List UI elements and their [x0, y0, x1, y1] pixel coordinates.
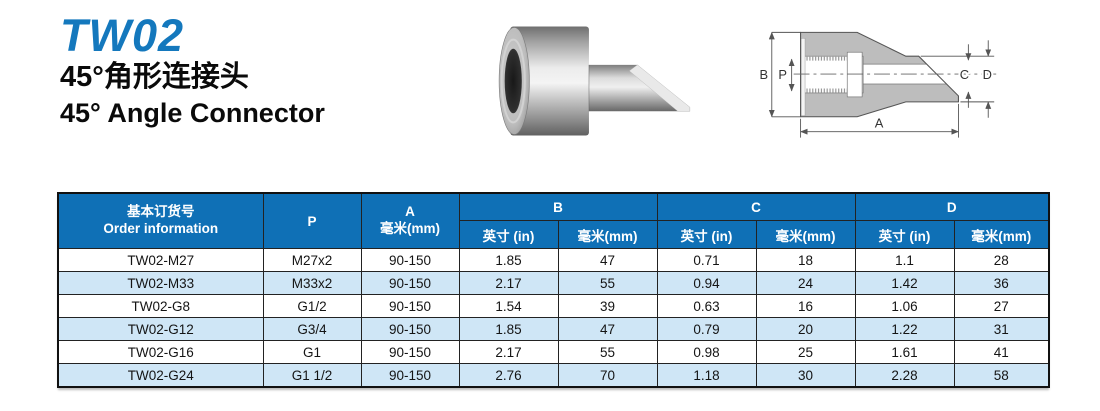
col-header-b: B	[458, 192, 658, 221]
b-mm-cell: 70	[557, 363, 658, 388]
a-letter: A	[405, 204, 415, 220]
p-cell: G1	[262, 340, 362, 364]
subheader-c-mm: 毫米(mm)	[755, 220, 856, 249]
b-in-cell: 2.17	[458, 271, 559, 295]
b-mm-cell: 39	[557, 294, 658, 318]
subheader-d-inch: 英寸 (in)	[854, 220, 955, 249]
table-row: TW02-G12 G3/4 90-150 1.85 47 0.79 20 1.2…	[57, 317, 1050, 341]
d-mm-cell: 27	[953, 294, 1050, 318]
title-chinese: 45°角形连接头	[60, 61, 249, 94]
col-header-order-information: 基本订货号 Order information	[57, 192, 264, 249]
p-cell: G3/4	[262, 317, 362, 341]
section-view	[793, 31, 997, 118]
dimension-lines	[768, 31, 995, 138]
title-english: 45° Angle Connector	[60, 98, 325, 129]
order-code-cell: TW02-M27	[57, 248, 264, 272]
order-code-cell: TW02-G24	[57, 363, 264, 388]
col-header-d: D	[854, 192, 1050, 221]
b-in-cell: 2.76	[458, 363, 559, 388]
c-in-cell: 0.94	[656, 271, 757, 295]
b-mm-cell: 55	[557, 271, 658, 295]
a-cell: 90-150	[360, 340, 460, 364]
p-cell: G1/2	[262, 294, 362, 318]
d-mm-cell: 58	[953, 363, 1050, 388]
dimension-labels: B P A C D	[758, 65, 994, 133]
d-mm-cell: 28	[953, 248, 1050, 272]
order-code-cell: TW02-G8	[57, 294, 264, 318]
b-in-cell: 2.17	[458, 340, 559, 364]
order-code-cell: TW02-M33	[57, 271, 264, 295]
p-cell: G1 1/2	[262, 363, 362, 388]
d-in-cell: 1.1	[854, 248, 955, 272]
c-in-cell: 0.98	[656, 340, 757, 364]
b-in-cell: 1.85	[458, 317, 559, 341]
a-unit: 毫米(mm)	[380, 221, 440, 236]
d-in-cell: 2.28	[854, 363, 955, 388]
order-info-cn: 基本订货号	[127, 204, 195, 220]
d-in-cell: 1.22	[854, 317, 955, 341]
spec-table-header: 基本订货号 Order information P A 毫米(mm) B C D…	[57, 192, 1050, 249]
spec-table-body: TW02-M27 M27x2 90-150 1.85 47 0.71 18 1.…	[57, 248, 1050, 388]
c-mm-cell: 20	[755, 317, 856, 341]
p-cell: M27x2	[262, 248, 362, 272]
d-mm-cell: 36	[953, 271, 1050, 295]
c-mm-cell: 24	[755, 271, 856, 295]
col-header-p: P	[262, 192, 362, 249]
d-mm-cell: 41	[953, 340, 1050, 364]
b-in-cell: 1.85	[458, 248, 559, 272]
c-in-cell: 0.79	[656, 317, 757, 341]
subheader-b-inch: 英寸 (in)	[458, 220, 559, 249]
c-in-cell: 0.63	[656, 294, 757, 318]
dim-label-d: D	[983, 67, 992, 82]
a-cell: 90-150	[360, 271, 460, 295]
b-mm-cell: 55	[557, 340, 658, 364]
subheader-d-mm: 毫米(mm)	[953, 220, 1050, 249]
c-in-cell: 0.71	[656, 248, 757, 272]
c-mm-cell: 25	[755, 340, 856, 364]
subheader-b-mm: 毫米(mm)	[557, 220, 658, 249]
d-in-cell: 1.42	[854, 271, 955, 295]
c-mm-cell: 30	[755, 363, 856, 388]
dim-label-b: B	[760, 67, 769, 82]
table-row: TW02-G8 G1/2 90-150 1.54 39 0.63 16 1.06…	[57, 294, 1050, 318]
d-mm-cell: 31	[953, 317, 1050, 341]
table-row: TW02-G24 G1 1/2 90-150 2.76 70 1.18 30 2…	[57, 363, 1050, 388]
spec-table: 基本订货号 Order information P A 毫米(mm) B C D…	[57, 192, 1050, 388]
a-cell: 90-150	[360, 363, 460, 388]
d-in-cell: 1.61	[854, 340, 955, 364]
col-header-a: A 毫米(mm)	[360, 192, 460, 249]
connector-photo-shapes	[498, 26, 691, 136]
dim-label-c: C	[960, 67, 969, 82]
a-cell: 90-150	[360, 317, 460, 341]
dim-label-a: A	[875, 116, 884, 131]
b-mm-cell: 47	[557, 248, 658, 272]
table-row: TW02-M27 M27x2 90-150 1.85 47 0.71 18 1.…	[57, 248, 1050, 272]
col-header-c: C	[656, 192, 856, 221]
p-cell: M33x2	[262, 271, 362, 295]
d-in-cell: 1.06	[854, 294, 955, 318]
c-in-cell: 1.18	[656, 363, 757, 388]
a-cell: 90-150	[360, 294, 460, 318]
order-code-cell: TW02-G12	[57, 317, 264, 341]
a-cell: 90-150	[360, 248, 460, 272]
technical-diagram: B P A C D	[758, 31, 997, 138]
dim-label-p: P	[778, 67, 787, 82]
c-mm-cell: 16	[755, 294, 856, 318]
order-info-en: Order information	[103, 221, 219, 236]
b-in-cell: 1.54	[458, 294, 559, 318]
table-row: TW02-M33 M33x2 90-150 2.17 55 0.94 24 1.…	[57, 271, 1050, 295]
product-photo	[498, 26, 691, 136]
table-row: TW02-G16 G1 90-150 2.17 55 0.98 25 1.61 …	[57, 340, 1050, 364]
b-mm-cell: 47	[557, 317, 658, 341]
order-code-cell: TW02-G16	[57, 340, 264, 364]
subheader-c-inch: 英寸 (in)	[656, 220, 757, 249]
title-block: TW02 45°角形连接头 45° Angle Connector	[60, 12, 325, 129]
c-mm-cell: 18	[755, 248, 856, 272]
model-title: TW02	[60, 10, 185, 61]
